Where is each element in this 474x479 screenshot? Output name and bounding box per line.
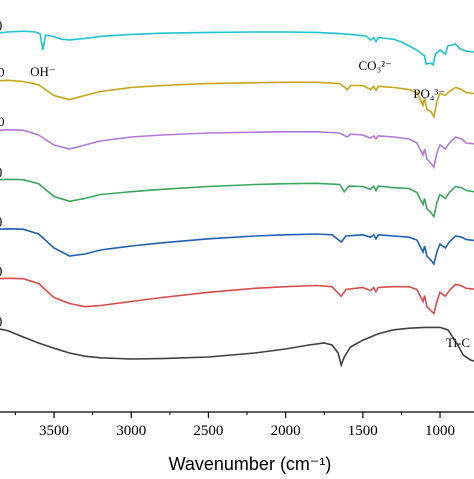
x-tick-label-1500: 1500 <box>348 423 378 439</box>
annotations: OH⁻ CO₃²⁻ PO₄³⁻ <box>30 58 445 101</box>
series-left-label-1: ) <box>0 17 2 32</box>
series-left-label-7: ) <box>0 313 2 328</box>
series-group <box>0 30 474 368</box>
x-tick-label-1000: 1000 <box>425 423 455 439</box>
series-line-3 <box>0 128 474 169</box>
series-line-6 <box>0 277 474 315</box>
series-right-label-7: Ti-C <box>446 335 470 350</box>
series-line-1 <box>0 30 474 67</box>
series-left-label-6: ) <box>0 263 2 278</box>
series-left-label-5: ) <box>0 213 2 228</box>
series-labels: ) 0 0)))) Ti-C <box>0 17 470 350</box>
series-left-label-3: 0 <box>0 114 5 129</box>
x-tick-label-2000: 2000 <box>271 423 301 439</box>
series-line-2 <box>0 79 474 119</box>
annotation-2: CO₃²⁻ <box>359 58 392 73</box>
annotation-1: OH⁻ <box>30 64 56 79</box>
series-line-7 <box>0 326 474 368</box>
axes: 3500 3000 2500 2000 1500 1000 <box>0 411 474 439</box>
series-left-label-2: 0 <box>0 65 5 80</box>
series-left-label-4: ) <box>0 164 2 179</box>
annotation-3: PO₄³⁻ <box>413 86 445 101</box>
x-tick-label-3500: 3500 <box>39 423 69 439</box>
series-line-4 <box>0 178 474 219</box>
x-tick-label-3000: 3000 <box>116 423 146 439</box>
x-axis-title: Wavenumber (cm⁻¹) <box>169 454 332 474</box>
series-line-5 <box>0 227 474 266</box>
x-tick-label-2500: 2500 <box>193 423 223 439</box>
